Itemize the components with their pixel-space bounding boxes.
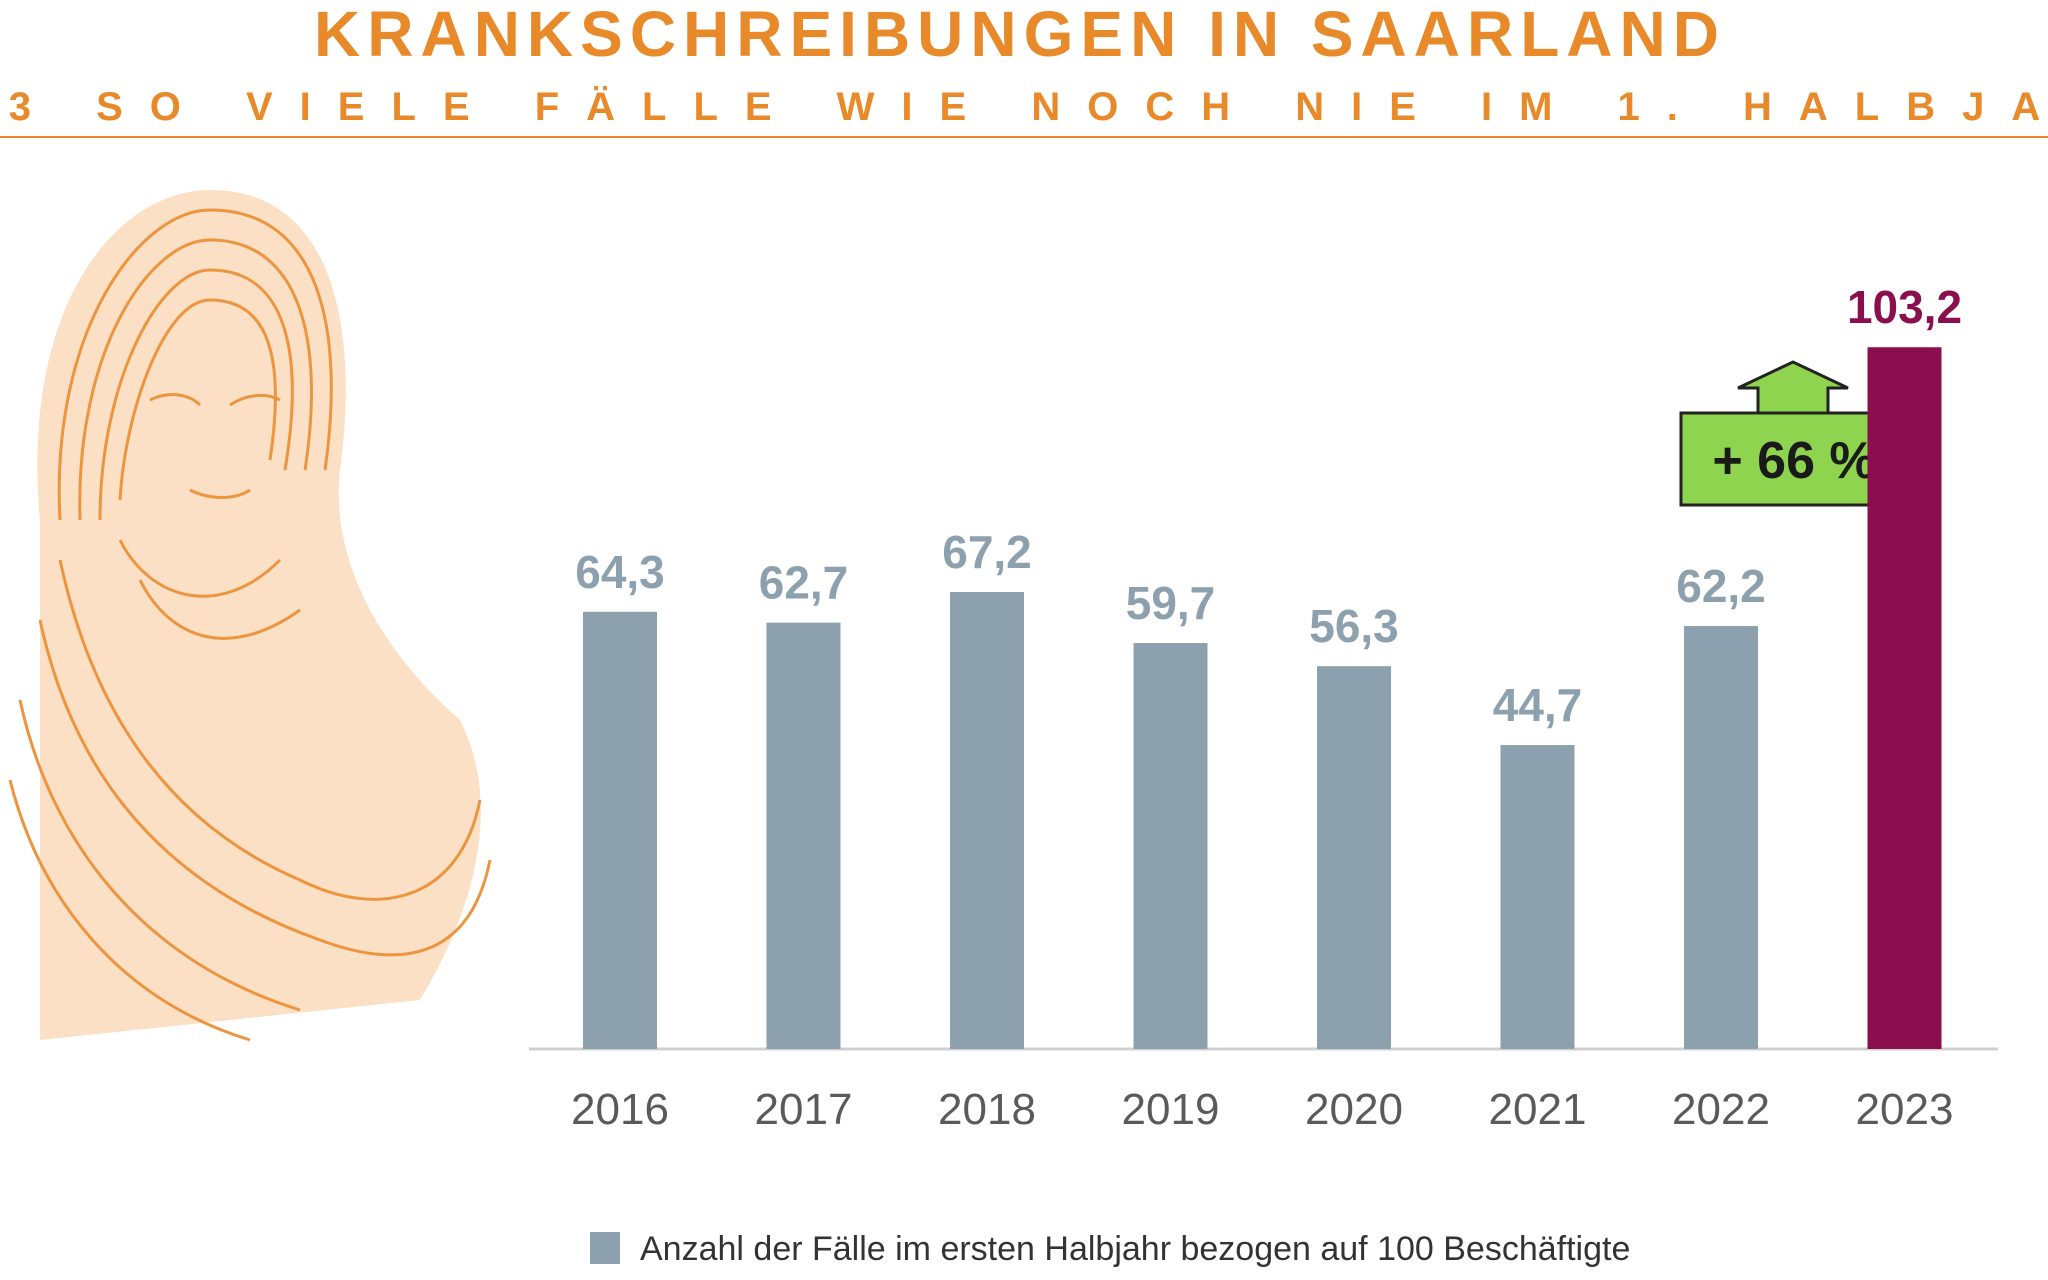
value-label: 62,7 [759,557,849,609]
x-tick-label: 2021 [1489,1085,1587,1134]
bar [583,611,657,1049]
chart-title: KRANKSCHREIBUNGEN IN SAARLAND [314,0,1726,70]
annotation-text: + 66 % [1712,432,1875,490]
x-tick-label: 2019 [1122,1085,1220,1134]
bar [1317,666,1391,1049]
bar [1133,643,1208,1049]
value-label: 59,7 [1126,577,1216,629]
x-tick-label: 2020 [1305,1085,1403,1134]
bar [1867,347,1942,1049]
chart-subtitle: 2023 SO VIELE FÄLLE WIE NOCH NIE IM 1. H… [0,85,2048,129]
x-tick-label: 2016 [571,1085,669,1134]
value-label: 56,3 [1309,600,1399,652]
bar [766,622,841,1049]
bar [1500,745,1575,1049]
legend-label: Anzahl der Fälle im ersten Halbjahr bezo… [640,1230,1630,1268]
x-tick-label: 2022 [1672,1085,1770,1134]
value-label: 103,2 [1847,281,1962,333]
annotation-arrow [1737,360,1849,415]
value-label: 64,3 [575,546,665,598]
legend-swatch [590,1232,620,1264]
x-tick-label: 2018 [938,1085,1036,1134]
illustration [8,190,492,1042]
x-tick-label: 2023 [1856,1085,1954,1134]
value-label: 67,2 [942,526,1032,578]
bar [950,592,1024,1049]
value-label: 44,7 [1493,679,1583,731]
value-label: 62,2 [1676,560,1766,612]
x-tick-label: 2017 [755,1085,853,1134]
bar [1684,626,1758,1049]
